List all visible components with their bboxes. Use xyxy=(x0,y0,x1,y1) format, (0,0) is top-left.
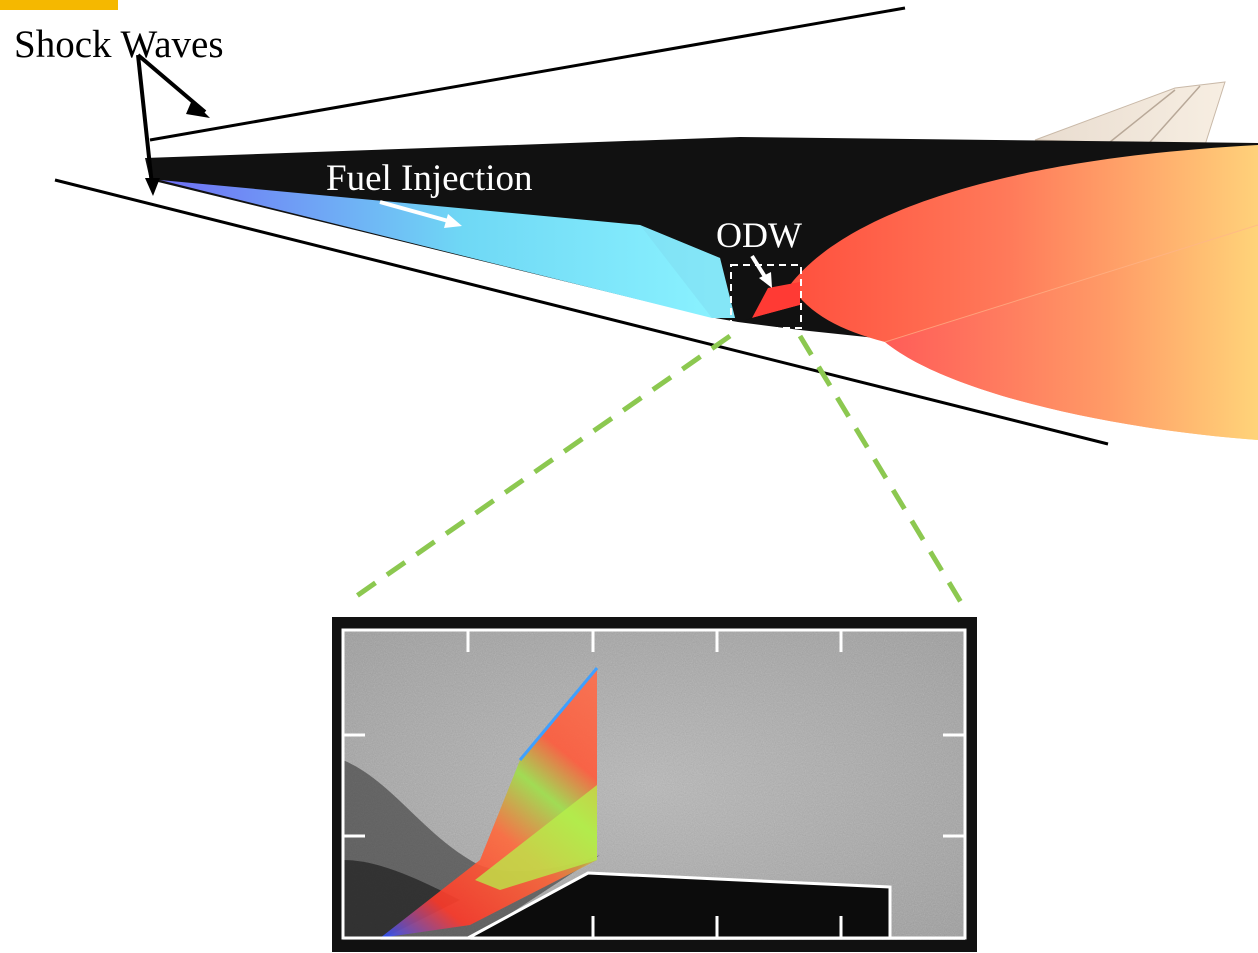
inset-body xyxy=(468,873,890,938)
arrow-head-lower xyxy=(145,178,160,196)
odw-zoom-box xyxy=(730,264,802,329)
label-shock-waves: Shock Waves xyxy=(14,23,224,66)
lower-body-line xyxy=(54,178,1109,446)
label-odw: ODW xyxy=(716,215,802,255)
inset-frame xyxy=(341,628,967,940)
fuel-region xyxy=(160,180,735,318)
arrow-head-upper xyxy=(186,100,210,118)
tail-fin xyxy=(1034,81,1226,146)
odw-wedge xyxy=(752,282,800,318)
zoom-lines xyxy=(346,333,965,606)
schlieren-inset xyxy=(332,617,977,952)
upper-shock-line xyxy=(149,6,906,142)
fuel-injection-arrow xyxy=(379,200,453,224)
accent-tab xyxy=(0,0,118,10)
label-fuel-injection: Fuel Injection xyxy=(326,158,533,199)
